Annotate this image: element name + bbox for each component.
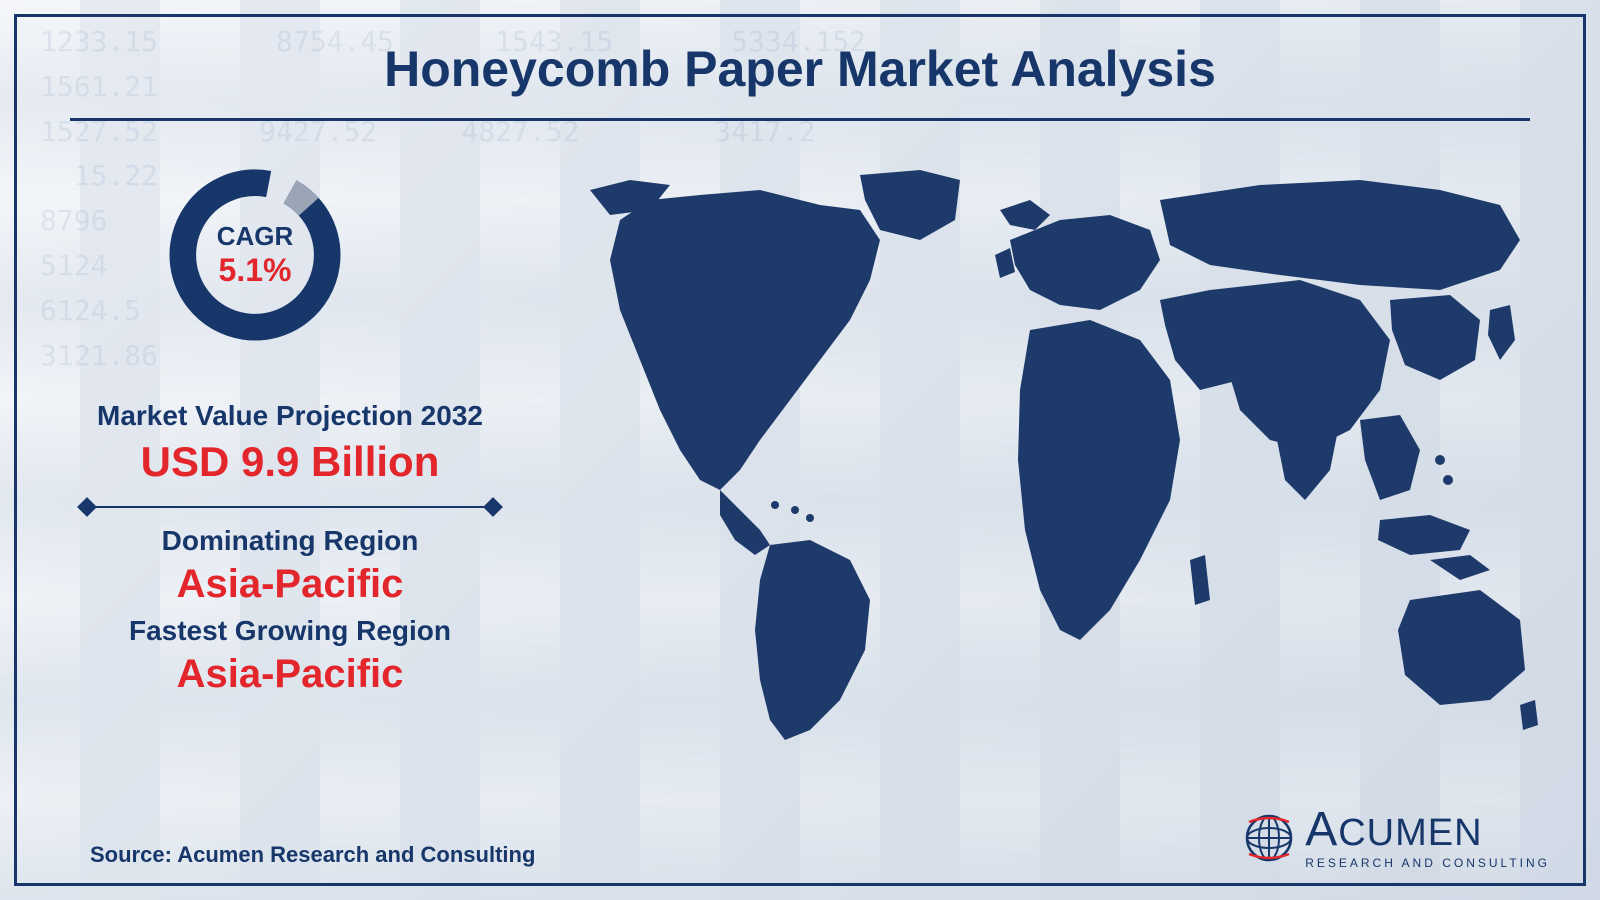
brand-logo: ACUMEN RESEARCH AND CONSULTING (1241, 806, 1550, 870)
divider-line (94, 506, 486, 508)
projection-value: USD 9.9 Billion (60, 438, 520, 486)
source-attribution: Source: Acumen Research and Consulting (90, 842, 535, 868)
dominating-region-label: Dominating Region (60, 525, 520, 557)
fastest-growing-value: Asia-Pacific (60, 652, 520, 697)
logo-name: ACUMEN (1305, 806, 1550, 854)
world-map-svg (560, 160, 1550, 760)
cagr-label: CAGR (217, 221, 294, 252)
divider-diamond-right (483, 497, 503, 517)
cagr-value: 5.1% (217, 252, 294, 289)
divider-diamond-left (77, 497, 97, 517)
cagr-text-block: CAGR 5.1% (217, 221, 294, 289)
logo-tagline: RESEARCH AND CONSULTING (1305, 856, 1550, 870)
page-title: Honeycomb Paper Market Analysis (0, 40, 1600, 98)
title-underline (70, 118, 1530, 121)
fastest-growing-label: Fastest Growing Region (60, 615, 520, 647)
section-divider (80, 500, 500, 514)
globe-icon (1241, 810, 1297, 866)
projection-label: Market Value Projection 2032 (60, 400, 520, 432)
logo-text: ACUMEN RESEARCH AND CONSULTING (1305, 806, 1550, 870)
dominating-region-value: Asia-Pacific (60, 562, 520, 607)
cagr-ring: CAGR 5.1% (160, 160, 350, 350)
world-map (560, 160, 1550, 760)
